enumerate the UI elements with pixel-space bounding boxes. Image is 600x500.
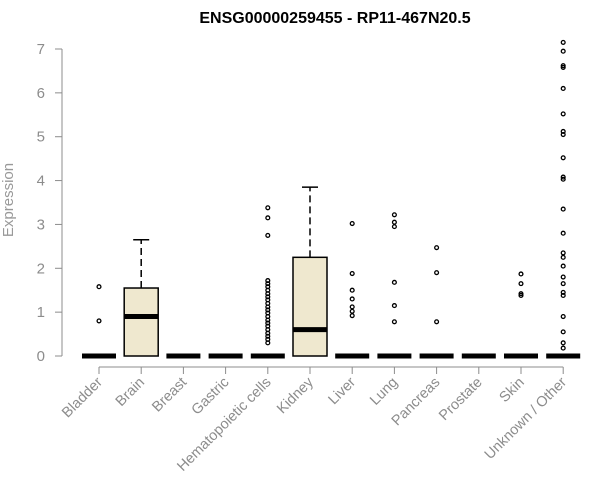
outlier-point	[518, 291, 524, 297]
outlier-point	[349, 308, 355, 314]
box-bladder	[82, 284, 116, 359]
outlier-point	[349, 221, 355, 227]
outlier-point	[518, 292, 524, 299]
outlier-point	[560, 313, 566, 320]
x-tick-label: Prostate	[436, 375, 485, 424]
x-tick-label: Skin	[497, 375, 528, 406]
x-tick-label: Lung	[367, 375, 401, 409]
outlier-point	[560, 230, 566, 236]
outlier-point	[96, 318, 102, 324]
x-tick-label: Breast	[149, 375, 190, 416]
outlier-point	[560, 48, 566, 54]
outlier-point	[434, 245, 440, 251]
outlier-point	[349, 304, 355, 310]
y-axis: 0 1 2 3 4 5 6 7	[37, 41, 63, 365]
outlier-point	[560, 281, 566, 287]
x-tick-label: Bladder	[59, 374, 106, 421]
outlier-point	[560, 131, 566, 138]
y-tick-label: 0	[37, 348, 45, 365]
box-plots	[82, 39, 581, 359]
outlier-point	[560, 345, 566, 351]
outlier-point	[560, 39, 566, 45]
y-tick-label: 5	[37, 129, 45, 146]
outlier-point	[560, 329, 566, 335]
y-tick-label: 7	[37, 41, 45, 58]
outlier-point	[391, 279, 397, 285]
box-brain	[123, 239, 159, 357]
outlier-point	[434, 319, 440, 325]
outlier-point	[560, 85, 566, 92]
outlier-point	[265, 333, 271, 339]
outlier-point	[560, 263, 566, 269]
outlier-point	[560, 292, 566, 299]
outlier-point	[265, 297, 271, 303]
outlier-point	[349, 270, 355, 277]
outlier-point	[560, 111, 566, 117]
outlier-point	[349, 296, 355, 302]
outlier-point	[265, 310, 271, 316]
chart-title: ENSG00000259455 - RP11-467N20.5	[199, 10, 470, 27]
outlier-point	[265, 232, 271, 238]
outlier-point	[560, 64, 566, 70]
outlier-point	[265, 205, 271, 211]
outlier-point	[434, 270, 440, 276]
y-tick-label: 6	[37, 85, 45, 102]
outlier-point	[349, 287, 355, 293]
outlier-point	[560, 128, 566, 135]
outlier-point	[560, 63, 566, 69]
outlier-point	[265, 307, 271, 313]
outlier-point	[518, 271, 524, 277]
y-tick-label: 3	[37, 216, 45, 233]
outlier-point	[96, 284, 102, 290]
outlier-point	[560, 274, 566, 280]
box-kidney	[292, 186, 328, 357]
outlier-point	[265, 284, 271, 290]
x-tick-label: Brain	[113, 375, 148, 410]
outlier-point	[391, 303, 397, 309]
iqr-box	[123, 287, 159, 357]
outlier-point	[265, 336, 271, 342]
outlier-point	[265, 320, 271, 326]
iqr-box	[292, 256, 328, 357]
y-tick-label: 1	[37, 304, 45, 321]
outlier-point	[265, 281, 271, 287]
outlier-point	[391, 224, 397, 230]
y-tick-label: 2	[37, 260, 45, 277]
box-pancreas	[419, 245, 454, 359]
outlier-point	[391, 319, 397, 325]
box-unknown-other	[546, 39, 581, 359]
box-liver	[335, 221, 370, 359]
outlier-point	[560, 250, 566, 256]
outlier-point	[560, 206, 566, 212]
box-lung	[377, 212, 412, 359]
y-axis-label: Expression	[0, 163, 17, 237]
box-hematopoietic-cells	[250, 205, 285, 359]
outlier-point	[560, 174, 566, 180]
outlier-point	[265, 323, 271, 329]
outlier-point	[265, 278, 271, 284]
outlier-point	[391, 212, 397, 218]
outlier-point	[518, 281, 524, 287]
outlier-point	[391, 219, 397, 225]
x-tick-label: Liver	[325, 374, 359, 408]
outlier-point	[560, 340, 566, 346]
outlier-point	[560, 289, 566, 295]
box-skin	[504, 271, 538, 359]
outlier-point	[560, 254, 566, 260]
outlier-point	[265, 294, 271, 300]
outlier-point	[349, 313, 355, 319]
x-tick-label: Kidney	[274, 374, 317, 417]
y-tick-label: 4	[37, 173, 45, 190]
outlier-point	[560, 155, 566, 161]
outlier-point	[265, 215, 271, 221]
outlier-point	[560, 176, 566, 182]
